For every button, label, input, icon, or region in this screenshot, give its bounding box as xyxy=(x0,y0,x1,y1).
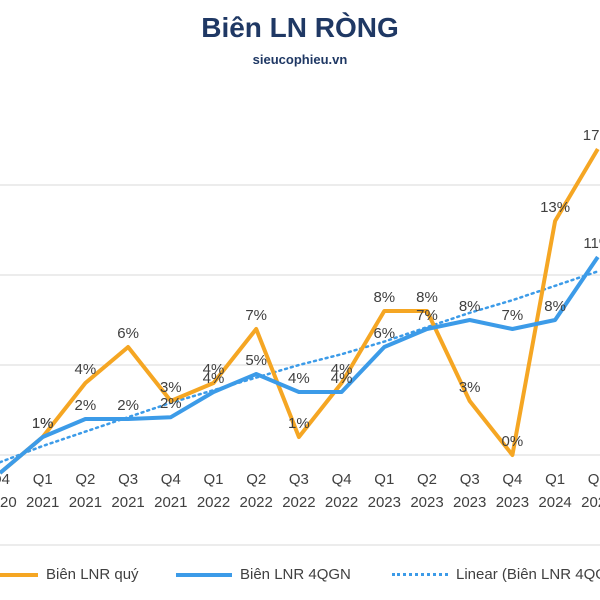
data-label-quarterly: 6% xyxy=(117,325,139,342)
data-label-rolling: 5% xyxy=(245,352,267,369)
legend-label-quarterly: Biên LNR quý xyxy=(46,566,139,583)
data-label-rolling: 4% xyxy=(288,370,310,387)
data-label-rolling: 4% xyxy=(331,370,353,387)
data-label-quarterly: 3% xyxy=(459,379,481,396)
x-tick-label-year: 2023 xyxy=(453,494,486,511)
data-label-rolling: 6% xyxy=(373,325,395,342)
x-tick-label-year: 2023 xyxy=(496,494,529,511)
legend-item-quarterly: Biên LNR quý xyxy=(0,566,139,583)
data-label-rolling: 2% xyxy=(117,397,139,414)
x-tick-label-quarter: Q3 xyxy=(460,471,480,488)
data-label-rolling: 4% xyxy=(203,370,225,387)
x-tick-label-quarter: Q2 xyxy=(588,471,600,488)
data-label-rolling: 2% xyxy=(160,395,182,412)
chart-title: Biên LN RÒNG xyxy=(201,12,399,43)
x-tick-label-quarter: Q1 xyxy=(33,471,53,488)
data-label-quarterly: 3% xyxy=(160,379,182,396)
data-label-rolling: 7% xyxy=(502,307,524,324)
x-tick-label-year: 2022 xyxy=(197,494,230,511)
legend-swatch-trend xyxy=(392,573,448,576)
data-label-quarterly: 17% xyxy=(583,127,600,144)
x-tick-label-quarter: Q4 xyxy=(502,471,522,488)
chart-subtitle: sieucophieu.vn xyxy=(252,52,348,67)
data-label-rolling: 7% xyxy=(416,307,438,324)
x-tick-label-year: 2023 xyxy=(368,494,401,511)
data-label-quarterly: 7% xyxy=(245,307,267,324)
data-label-quarterly: 13% xyxy=(540,199,570,216)
x-tick-label-year: 2022 xyxy=(325,494,358,511)
data-label-quarterly: 0% xyxy=(502,433,524,450)
x-tick-label-quarter: Q2 xyxy=(246,471,266,488)
x-tick-label-year: 2021 xyxy=(26,494,59,511)
data-label-quarterly: 4% xyxy=(203,361,225,378)
x-tick-label-year: 2020 xyxy=(0,494,17,511)
x-tick-label-year: 2022 xyxy=(240,494,273,511)
x-tick-label-year: 2021 xyxy=(111,494,144,511)
x-tick-label-quarter: Q1 xyxy=(374,471,394,488)
data-label-quarterly: 1% xyxy=(32,415,54,432)
legend-item-rolling: Biên LNR 4QGN xyxy=(176,566,351,583)
x-tick-label-quarter: Q3 xyxy=(118,471,138,488)
legend-label-trend: Linear (Biên LNR 4QGN) xyxy=(456,566,600,583)
x-tick-label-quarter: Q2 xyxy=(417,471,437,488)
series-line-rolling xyxy=(0,255,600,475)
legend-swatch-quarterly xyxy=(0,572,38,577)
x-tick-label-quarter: Q4 xyxy=(161,471,181,488)
x-tick-label-quarter: Q1 xyxy=(545,471,565,488)
x-tick-label-quarter: Q2 xyxy=(75,471,95,488)
x-tick-label-year: 2024 xyxy=(581,494,600,511)
x-tick-label-year: 2024 xyxy=(538,494,571,511)
x-tick-label-year: 2022 xyxy=(282,494,315,511)
series-line-quarterly xyxy=(0,147,600,475)
data-label-quarterly: 4% xyxy=(75,361,97,378)
x-tick-label-quarter: Q4 xyxy=(332,471,352,488)
legend-swatch-rolling xyxy=(176,572,232,577)
legend-label-rolling: Biên LNR 4QGN xyxy=(240,566,351,583)
x-tick-label-quarter: Q4 xyxy=(0,471,10,488)
data-label-rolling: 8% xyxy=(544,298,566,315)
x-tick-label-quarter: Q3 xyxy=(289,471,309,488)
data-label-quarterly: 8% xyxy=(373,289,395,306)
data-label-rolling: 8% xyxy=(459,298,481,315)
data-label-rolling: 11% xyxy=(583,235,600,252)
legend-item-trend: Linear (Biên LNR 4QGN) xyxy=(392,566,600,583)
data-label-quarterly: 4% xyxy=(331,361,353,378)
data-label-quarterly: 1% xyxy=(288,415,310,432)
data-label-quarterly: 8% xyxy=(416,289,438,306)
x-tick-label-quarter: Q1 xyxy=(203,471,223,488)
data-label-rolling: 1% xyxy=(32,415,54,432)
x-tick-label-year: 2021 xyxy=(69,494,102,511)
x-tick-label-year: 2023 xyxy=(410,494,443,511)
trend-line xyxy=(0,270,600,464)
x-tick-label-year: 2021 xyxy=(154,494,187,511)
data-label-rolling: 2% xyxy=(75,397,97,414)
